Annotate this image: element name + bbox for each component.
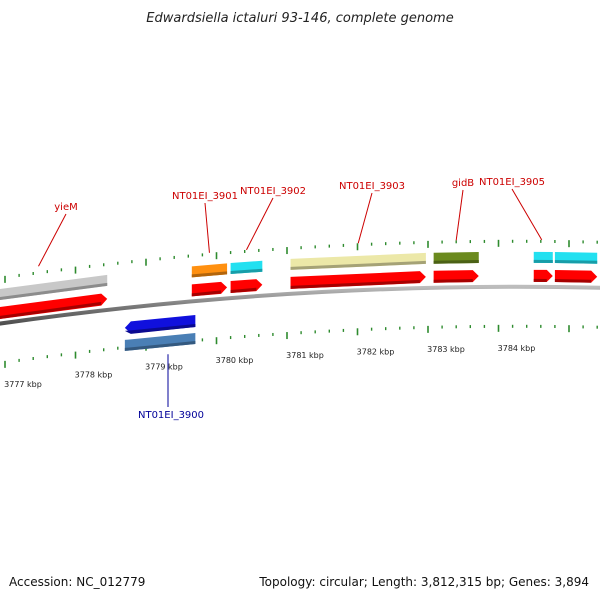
kbp-label: 3782 kbp bbox=[357, 347, 395, 356]
gene-label[interactable]: yieM bbox=[54, 202, 77, 213]
kbp-label: 3780 kbp bbox=[216, 356, 254, 365]
gene-track bbox=[0, 251, 598, 351]
gene-block-shadow bbox=[290, 260, 426, 270]
gene-label-leader bbox=[357, 192, 373, 244]
gene-block-shadow bbox=[191, 271, 228, 278]
kbp-label: 3779 kbp bbox=[145, 363, 183, 372]
cds-arrow[interactable] bbox=[0, 293, 108, 323]
kbp-label: 3781 kbp bbox=[286, 351, 324, 360]
cds-arrow-shadow bbox=[191, 290, 222, 297]
cds-arrow-shadow bbox=[290, 279, 420, 289]
kbp-label: 3778 kbp bbox=[75, 371, 113, 380]
gene-label-leader bbox=[511, 188, 543, 241]
gene-label[interactable]: NT01EI_3905 bbox=[479, 177, 545, 188]
gene-label-leader bbox=[38, 213, 67, 267]
cds-arrow-shadow bbox=[0, 301, 102, 319]
cds-track bbox=[0, 269, 598, 334]
gene-label[interactable]: gidB bbox=[452, 178, 474, 189]
gene-block-shadow bbox=[0, 282, 108, 301]
gene-labels: yieM NT01EI_3900 NT01EI_3901 NT01EI_3902 NT0… bbox=[38, 177, 545, 421]
kbp-label: 3777 kbp bbox=[4, 380, 42, 389]
gene-block-shadow bbox=[433, 259, 479, 264]
cds-arrow-shadow bbox=[533, 278, 547, 282]
kbp-label: 3784 kbp bbox=[498, 344, 536, 353]
gene-block-shadow bbox=[124, 341, 196, 351]
kbp-label: 3783 kbp bbox=[427, 345, 465, 354]
kbp-scale-labels: 3777 kbp 3778 kbp 3779 kbp 3780 kbp 3781 kbp… bbox=[4, 344, 535, 389]
accession-text: Accession: NC_012779 bbox=[9, 575, 145, 589]
gene-label[interactable]: NT01EI_3903 bbox=[339, 181, 405, 192]
gene-block-shadow bbox=[554, 259, 598, 264]
topology-text: Topology: circular; Length: 3,812,315 bp… bbox=[258, 575, 589, 589]
inner-tick-marks bbox=[4, 324, 598, 368]
gene-block-shadow bbox=[230, 268, 263, 275]
gene-label-leader bbox=[204, 202, 210, 253]
gene-label-leader bbox=[455, 189, 464, 241]
cds-arrow[interactable] bbox=[124, 315, 196, 334]
cds-arrow-shadow bbox=[433, 278, 473, 283]
gene-label[interactable]: NT01EI_3902 bbox=[240, 186, 306, 197]
gene-label[interactable]: NT01EI_3900 bbox=[138, 410, 204, 421]
gene-label-leader bbox=[246, 197, 274, 251]
gene-label[interactable]: NT01EI_3901 bbox=[172, 191, 238, 202]
outer-tick-marks bbox=[4, 239, 598, 283]
cds-arrow-shadow bbox=[554, 278, 592, 283]
cds-arrow-shadow bbox=[230, 287, 257, 294]
gene-block-shadow bbox=[533, 259, 553, 263]
genome-backbone bbox=[0, 284, 600, 326]
map-title: Edwardsiella ictaluri 93-146, complete g… bbox=[146, 11, 453, 26]
cds-arrow-shadow bbox=[124, 324, 196, 334]
